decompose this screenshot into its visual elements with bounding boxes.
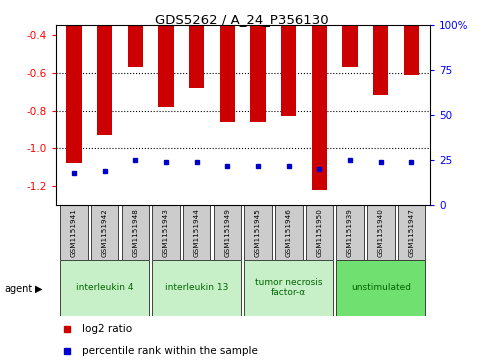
Text: GSM1151939: GSM1151939 [347,208,353,257]
Bar [312,25,327,190]
Text: GDS5262 / A_24_P356130: GDS5262 / A_24_P356130 [155,13,328,26]
Bar [367,205,395,260]
Text: GSM1151948: GSM1151948 [132,208,138,257]
Bar [404,25,419,74]
Bar [60,205,88,260]
Bar [336,260,425,316]
Text: GSM1151940: GSM1151940 [378,208,384,257]
Bar [398,205,425,260]
Bar [122,205,149,260]
Text: GSM1151941: GSM1151941 [71,208,77,257]
Text: GSM1151944: GSM1151944 [194,208,199,257]
Bar [342,25,358,67]
Bar [281,25,297,116]
Text: tumor necrosis
factor-α: tumor necrosis factor-α [255,278,323,297]
Bar [183,205,211,260]
Bar [66,25,82,163]
Text: GSM1151946: GSM1151946 [286,208,292,257]
Text: interleukin 13: interleukin 13 [165,283,228,292]
Bar [275,205,302,260]
Text: GSM1151945: GSM1151945 [255,208,261,257]
Bar [220,25,235,122]
Text: GSM1151949: GSM1151949 [225,208,230,257]
Bar [250,25,266,122]
Bar [97,25,113,135]
Bar [158,25,174,107]
Text: unstimulated: unstimulated [351,283,411,292]
Bar [373,25,388,95]
Bar [128,25,143,67]
Text: GSM1151950: GSM1151950 [316,208,323,257]
Text: agent: agent [5,284,33,294]
Text: ▶: ▶ [35,284,43,294]
Text: interleukin 4: interleukin 4 [76,283,133,292]
Bar [152,205,180,260]
Bar [336,205,364,260]
Text: GSM1151943: GSM1151943 [163,208,169,257]
Bar [91,205,118,260]
Text: GSM1151942: GSM1151942 [101,208,108,257]
Bar [244,260,333,316]
Bar [213,205,241,260]
Text: GSM1151947: GSM1151947 [409,208,414,257]
Bar [306,205,333,260]
Bar [189,25,204,88]
Bar [152,260,241,316]
Text: log2 ratio: log2 ratio [82,324,132,334]
Bar [60,260,149,316]
Bar [244,205,272,260]
Text: percentile rank within the sample: percentile rank within the sample [82,346,257,356]
